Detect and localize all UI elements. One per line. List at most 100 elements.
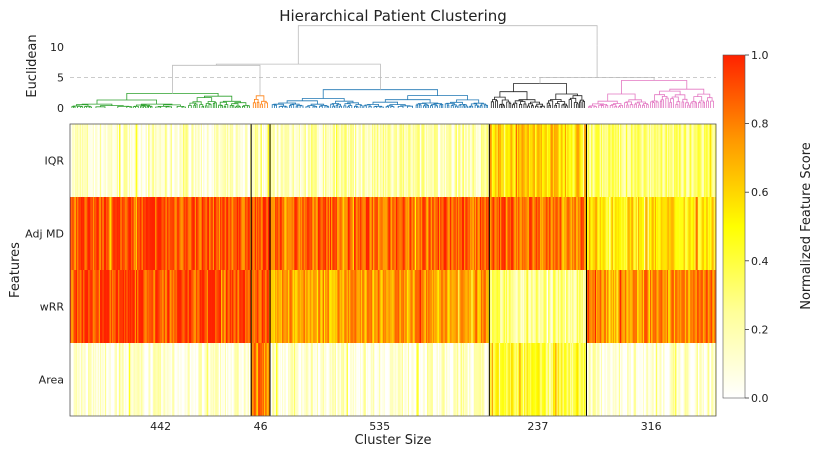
heatmap-cell — [676, 270, 678, 343]
heatmap-cell — [239, 197, 241, 270]
heatmap-cell — [310, 124, 313, 197]
heatmap-cell — [652, 124, 654, 197]
heatmap-cell — [477, 124, 479, 197]
heatmap-cell — [311, 270, 314, 343]
heatmap-cell — [151, 197, 154, 270]
heatmap-cell — [389, 270, 392, 343]
heatmap-cell — [563, 343, 566, 416]
heatmap-cell — [146, 343, 149, 416]
heatmap-cell — [156, 270, 158, 343]
heatmap-cell — [187, 270, 190, 343]
heatmap-cell — [561, 343, 563, 416]
heatmap-cell — [707, 197, 710, 270]
heatmap-cell — [361, 343, 363, 416]
dendrogram-link — [561, 104, 565, 108]
dendrogram-link — [512, 104, 515, 108]
heatmap-cell — [385, 270, 387, 343]
heatmap-cell — [135, 124, 138, 197]
heatmap-cell — [430, 197, 433, 270]
heatmap-cell — [288, 343, 290, 416]
heatmap-cell — [259, 124, 261, 197]
heatmap-cell — [198, 124, 200, 197]
heatmap-cell — [665, 197, 668, 270]
heatmap-cell — [686, 270, 688, 343]
heatmap-cell — [290, 124, 292, 197]
heatmap-cell — [237, 343, 240, 416]
heatmap-cell — [343, 270, 345, 343]
heatmap-cell — [137, 197, 139, 270]
dendrogram-link — [618, 106, 621, 108]
heatmap-cell — [272, 343, 274, 416]
heatmap-cell — [386, 343, 388, 416]
heatmap-cell — [700, 270, 702, 343]
heatmap-cell — [594, 270, 597, 343]
heatmap-cell — [670, 124, 672, 197]
heatmap-cell — [466, 270, 469, 343]
dendrogram-link — [95, 106, 106, 108]
heatmap-cell — [83, 270, 85, 343]
heatmap-cell — [423, 343, 425, 416]
heatmap-cell — [550, 197, 553, 270]
heatmap-cell — [498, 270, 501, 343]
heatmap-cell — [684, 343, 687, 416]
heatmap-cell — [441, 124, 443, 197]
dendrogram-link — [513, 83, 567, 94]
heatmap-cell — [562, 343, 565, 416]
heatmap-cell — [237, 197, 240, 270]
heatmap-cell — [427, 343, 429, 416]
heatmap-cell — [509, 343, 512, 416]
heatmap-cell — [206, 124, 209, 197]
heatmap-cell — [603, 197, 605, 270]
heatmap-cell — [206, 197, 209, 270]
heatmap-cell — [484, 124, 487, 197]
heatmap-cell — [323, 343, 326, 416]
heatmap-cell — [484, 270, 487, 343]
heatmap-cell — [278, 270, 280, 343]
heatmap-cell — [301, 270, 303, 343]
heatmap-cell — [605, 343, 608, 416]
heatmap-cell — [524, 270, 526, 343]
dendrogram-link — [278, 106, 283, 108]
dendrogram-link — [223, 106, 227, 108]
heatmap-cell — [170, 197, 173, 270]
heatmap-cell — [618, 197, 621, 270]
heatmap-cell — [650, 270, 652, 343]
heatmap-cell — [647, 124, 650, 197]
heatmap-cell — [533, 124, 536, 197]
heatmap-cell — [356, 270, 358, 343]
heatmap-cell — [298, 270, 301, 343]
dendrogram-link — [690, 102, 694, 108]
heatmap-cell — [341, 124, 344, 197]
heatmap-cell — [234, 197, 236, 270]
heatmap-cell — [119, 197, 121, 270]
heatmap-cell — [364, 124, 367, 197]
heatmap-cell — [684, 124, 687, 197]
heatmap-cell — [82, 124, 84, 197]
heatmap-cell — [584, 124, 586, 197]
heatmap-cell — [608, 124, 610, 197]
heatmap-cell — [225, 197, 228, 270]
heatmap-cell — [651, 197, 653, 270]
heatmap-cell — [695, 124, 698, 197]
heatmap-cell — [381, 270, 384, 343]
heatmap-cell — [231, 197, 234, 270]
heatmap-cell — [228, 343, 230, 416]
heatmap-cell — [128, 197, 131, 270]
heatmap-cell — [654, 270, 657, 343]
heatmap-cell — [357, 343, 360, 416]
heatmap-cell — [504, 343, 507, 416]
heatmap-cell — [413, 197, 416, 270]
heatmap-cell — [428, 124, 430, 197]
heatmap-cell — [88, 343, 90, 416]
heatmap-cell — [468, 197, 471, 270]
heatmap-cell — [274, 343, 277, 416]
heatmap-cell — [233, 270, 235, 343]
heatmap-cell — [437, 270, 440, 343]
heatmap-cell — [179, 270, 181, 343]
heatmap-cell — [509, 270, 512, 343]
heatmap-cell — [368, 343, 370, 416]
heatmap-cell — [322, 124, 325, 197]
heatmap-cell — [80, 270, 83, 343]
heatmap-cell — [710, 343, 712, 416]
heatmap-cell — [428, 343, 430, 416]
